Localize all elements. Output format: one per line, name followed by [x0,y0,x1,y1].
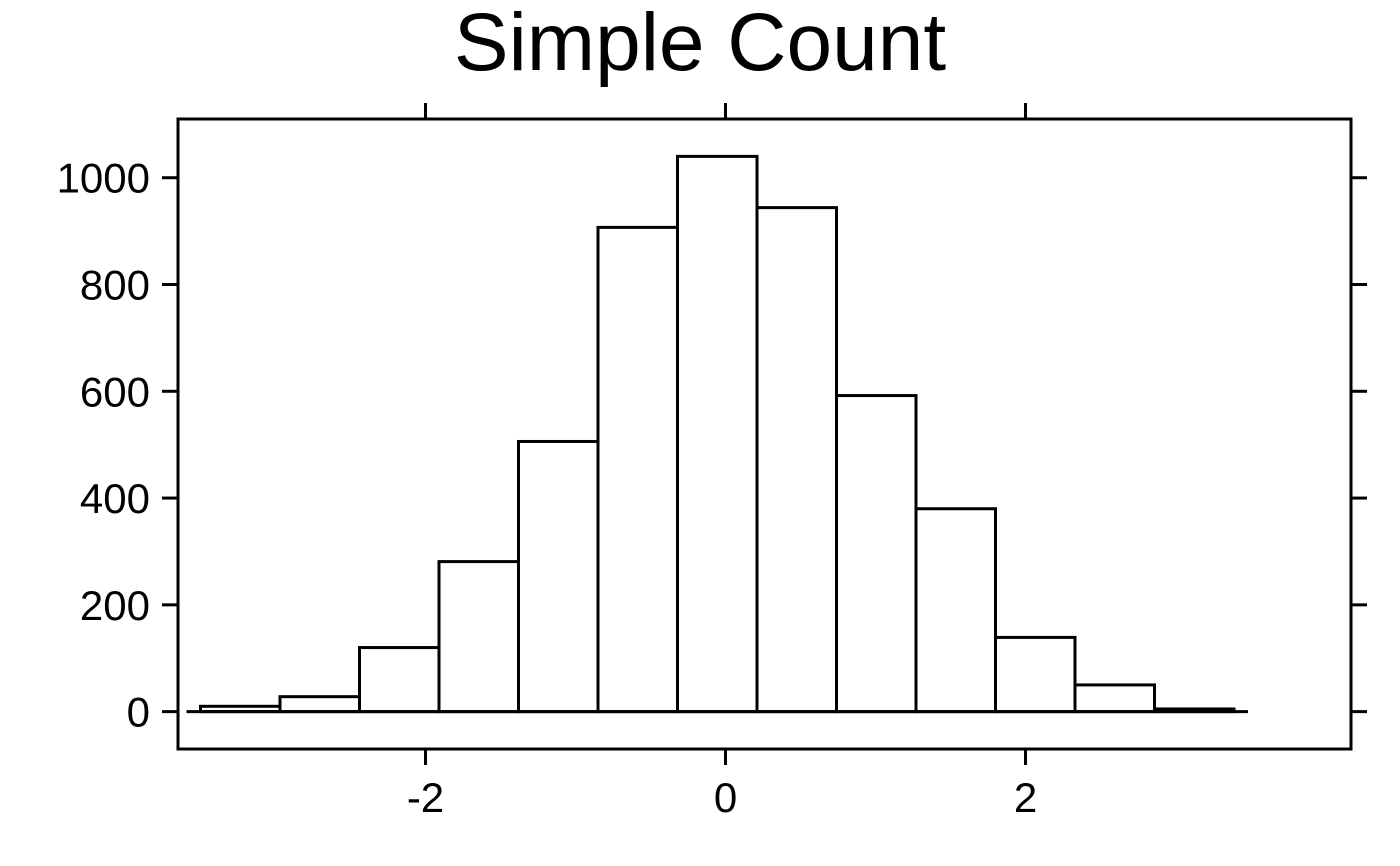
histogram-bar-2 [358,646,441,714]
y-ticks-layer: 0 200 400 600 800 1000 [57,155,1367,736]
y-tick-label-2: 400 [80,475,150,522]
histogram-bar-4 [517,439,600,714]
histogram-bar-9 [914,507,997,714]
x-tick-label-2: 2 [1014,774,1037,821]
y-tick-label-3: 600 [80,368,150,415]
histogram-bar-5 [596,225,679,714]
y-tick-label-4: 800 [80,262,150,309]
histogram-bar-11 [1073,683,1156,714]
chart-title: Simple Count [454,0,946,88]
histogram-bar-6 [676,154,759,714]
x-ticks-layer: -2 0 2 [407,103,1037,821]
histogram-bar-7 [755,206,838,714]
x-tick-label-0: -2 [407,774,444,821]
y-tick-label-1: 200 [80,582,150,629]
x-tick-label-1: 0 [714,774,737,821]
y-tick-label-0: 0 [127,689,150,736]
histogram-bar-8 [835,394,918,714]
histogram-bar-3 [437,560,520,714]
bars-layer [199,154,1236,714]
y-tick-label-5: 1000 [57,155,150,202]
histogram-bar-10 [994,635,1077,714]
histogram-bar-1 [278,695,361,714]
plot-frame [176,117,1353,751]
